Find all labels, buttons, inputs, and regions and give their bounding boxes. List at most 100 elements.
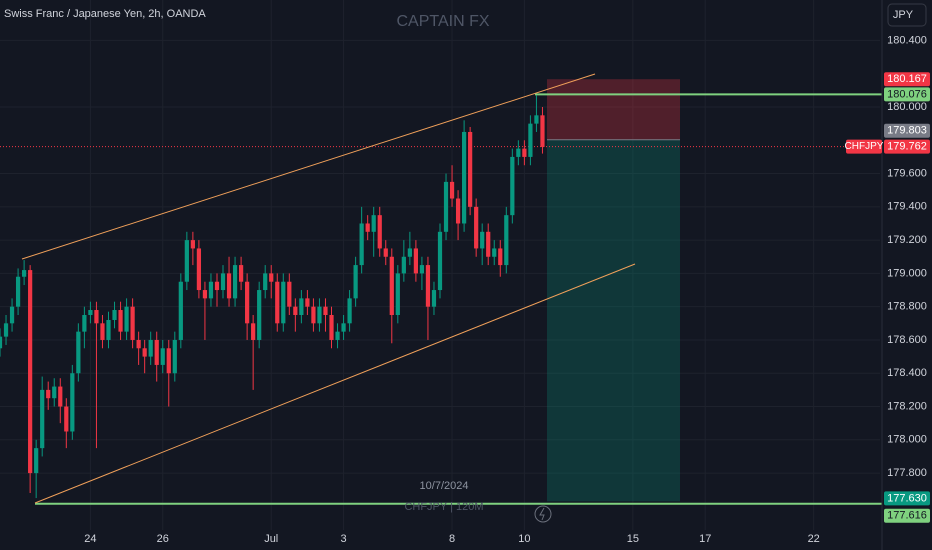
- candle-body: [130, 306, 135, 340]
- candle-body: [202, 290, 208, 299]
- candle-body: [425, 265, 431, 307]
- y-tick-label: 178.600: [887, 334, 927, 346]
- candle-body: [184, 240, 189, 282]
- candle-body: [46, 389, 51, 399]
- price-tag: [884, 491, 930, 506]
- y-tick-label: 178.400: [887, 367, 927, 379]
- y-tick-label: 180.000: [887, 101, 927, 113]
- y-tick-label: 177.800: [887, 467, 927, 479]
- candle-body: [443, 181, 449, 232]
- y-tick-label: 178.000: [887, 434, 927, 446]
- candle-body: [190, 240, 195, 249]
- candle-body: [15, 276, 21, 307]
- candle-body: [317, 306, 322, 324]
- candle-body: [58, 386, 63, 407]
- candle-body: [323, 306, 328, 316]
- replay-icon[interactable]: [534, 505, 552, 523]
- candle-body: [498, 248, 503, 266]
- x-tick-label: 22: [808, 533, 820, 545]
- candle-body: [510, 156, 515, 216]
- candle-body: [383, 248, 388, 257]
- candle-body: [419, 265, 425, 274]
- candle-body: [365, 223, 370, 232]
- candle-body: [52, 386, 57, 399]
- x-tick-label: 26: [157, 533, 169, 545]
- candle-body: [251, 323, 256, 340]
- x-tick-label: 3: [340, 533, 346, 545]
- candle-body: [341, 323, 346, 332]
- candle-body: [208, 281, 214, 299]
- candle-body: [100, 323, 105, 340]
- x-tick-label: 17: [699, 533, 711, 545]
- candle-body: [329, 315, 334, 340]
- target-zone: [547, 139, 680, 502]
- candle-body: [299, 298, 304, 316]
- candle-body: [172, 339, 177, 374]
- candle-body: [353, 265, 358, 299]
- candle-body: [70, 373, 75, 432]
- candle-body: [287, 281, 292, 307]
- candle-body: [407, 248, 412, 257]
- price-axis: 177.800 178.000 178.200 178.400 178.600 178.8…: [845, 0, 930, 550]
- candle-body: [389, 256, 394, 316]
- candle-body: [281, 281, 286, 324]
- candle-body: [528, 123, 533, 157]
- price-tag-label: 177.616: [887, 510, 927, 522]
- candle-body: [359, 223, 364, 266]
- candle-body: [486, 231, 491, 257]
- price-tag-label: 177.630: [887, 492, 927, 504]
- currency[interactable]: JPY: [893, 9, 914, 21]
- candle-body: [474, 206, 479, 249]
- candle-body: [480, 231, 485, 249]
- price-tag-label: 179.803: [887, 125, 927, 137]
- candle-body: [504, 215, 509, 266]
- candle-body: [220, 273, 226, 291]
- candle-body: [166, 348, 171, 374]
- stop-zone: [547, 79, 680, 140]
- candle-body: [516, 148, 521, 157]
- candle-body: [76, 331, 81, 374]
- candle-body: [449, 181, 455, 199]
- candle-body: [88, 310, 93, 316]
- y-tick-label: 179.600: [887, 167, 927, 179]
- candle-body: [245, 281, 250, 324]
- candle-body: [413, 248, 418, 274]
- y-tick-label: 178.200: [887, 400, 927, 412]
- candle-body: [492, 248, 497, 257]
- candle-body: [462, 131, 467, 224]
- x-tick-label: 8: [449, 533, 455, 545]
- candle-body: [118, 310, 123, 332]
- candle-body: [142, 348, 147, 357]
- price-tag: [884, 72, 930, 87]
- candle-body: [112, 310, 117, 320]
- x-tick-label: Jul: [264, 533, 278, 545]
- candle-body: [64, 406, 69, 432]
- candle-body: [263, 273, 268, 291]
- channel-lower: [34, 263, 636, 504]
- y-tick-label: 180.400: [887, 34, 927, 46]
- candle-body: [154, 339, 159, 365]
- candle-body: [22, 270, 27, 277]
- candle-body: [9, 306, 15, 324]
- candle-body: [293, 306, 298, 316]
- candle-body: [94, 310, 99, 324]
- candle-body: [335, 331, 340, 340]
- candle-body: [178, 281, 183, 340]
- date-label: 10/7/2024: [420, 480, 469, 492]
- price-tag-label: 180.076: [887, 88, 927, 100]
- symbol-tag: [846, 139, 882, 154]
- price-tag: [884, 123, 930, 138]
- candle-body: [257, 290, 262, 340]
- candle-body: [371, 215, 376, 232]
- candle-body: [275, 281, 280, 324]
- price-tag: [884, 508, 930, 523]
- candle-body: [28, 270, 33, 474]
- candle-body: [455, 198, 461, 224]
- candle-body: [232, 265, 238, 299]
- symbol-tag-label: CHFJPY: [845, 141, 884, 152]
- currency-button[interactable]: [887, 3, 927, 27]
- candle-body: [0, 336, 3, 349]
- price-tag-label: 179.762: [887, 141, 927, 153]
- candle-body: [148, 339, 153, 357]
